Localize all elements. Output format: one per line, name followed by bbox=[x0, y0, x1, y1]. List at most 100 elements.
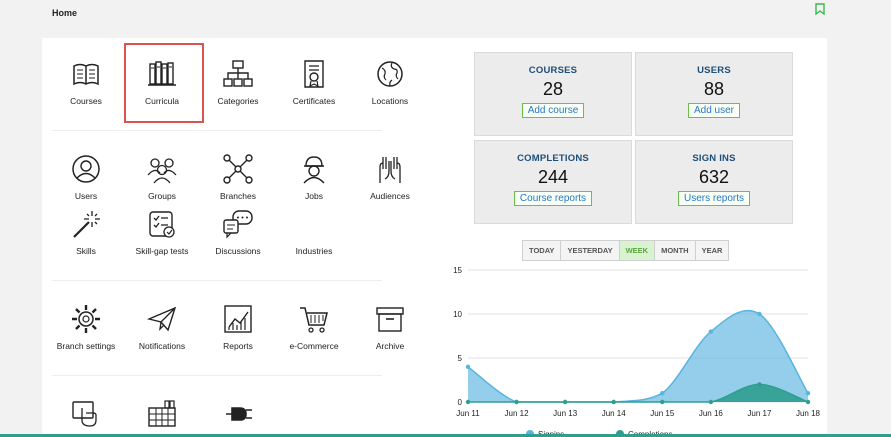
tile-reports[interactable]: Reports bbox=[198, 303, 278, 351]
tile-label: Notifications bbox=[138, 341, 186, 351]
data-point bbox=[757, 311, 762, 317]
tile-jobs[interactable]: Jobs bbox=[274, 153, 354, 201]
divider bbox=[52, 375, 382, 376]
stat-value: 632 bbox=[698, 167, 730, 187]
tile-label: Groups bbox=[148, 191, 176, 201]
users-reports-button[interactable]: Users reports bbox=[677, 191, 750, 206]
data-point bbox=[805, 399, 811, 405]
plug-icon bbox=[226, 407, 252, 421]
top-bar: Home bbox=[0, 0, 891, 30]
x-tick-label: Jun 17 bbox=[747, 409, 772, 418]
data-point bbox=[514, 399, 519, 405]
certificate-icon bbox=[304, 60, 324, 88]
tile-courses[interactable]: Courses bbox=[46, 58, 126, 106]
tile-branch-settings[interactable]: Branch settings bbox=[46, 303, 126, 351]
tile-e-commerce[interactable]: e-Commerce bbox=[274, 303, 354, 351]
tile-item-21[interactable] bbox=[198, 398, 278, 430]
tile-label: Users bbox=[74, 191, 98, 201]
stat-value: 28 bbox=[542, 79, 564, 99]
globe-icon bbox=[377, 61, 403, 87]
tile-label: Audiences bbox=[370, 191, 410, 201]
tile-item-19[interactable] bbox=[46, 398, 126, 430]
tile-categories[interactable]: Categories bbox=[198, 58, 278, 106]
tile-industries[interactable]: Industries bbox=[274, 208, 354, 256]
tile-label: Branch settings bbox=[56, 341, 116, 351]
stat-title: COURSES bbox=[528, 65, 578, 76]
x-tick-label: Jun 12 bbox=[505, 409, 530, 418]
stat-title: USERS bbox=[697, 65, 731, 76]
tile-skill-gap-tests[interactable]: Skill-gap tests bbox=[122, 208, 202, 256]
y-tick-label: 10 bbox=[453, 310, 462, 319]
x-tick-label: Jun 15 bbox=[650, 409, 675, 418]
tile-discussions[interactable]: Discussions bbox=[198, 208, 278, 256]
tile-skills[interactable]: Skills bbox=[46, 208, 126, 256]
data-point bbox=[708, 329, 714, 334]
group-icon bbox=[147, 158, 177, 184]
tile-archive[interactable]: Archive bbox=[350, 303, 430, 351]
worker-icon bbox=[303, 156, 325, 184]
tile-curricula[interactable]: Curricula bbox=[122, 58, 202, 106]
stat-value: 244 bbox=[537, 167, 569, 187]
tile-label: Branches bbox=[220, 191, 256, 201]
calendar-icon bbox=[148, 400, 176, 427]
add-user-button[interactable]: Add user bbox=[687, 103, 741, 118]
x-tick-label: Jun 13 bbox=[553, 409, 578, 418]
data-point bbox=[465, 399, 471, 405]
raised-hands-icon bbox=[379, 157, 401, 183]
hierarchy-icon bbox=[223, 60, 253, 87]
range-year[interactable]: YEAR bbox=[701, 246, 723, 255]
range-yesterday[interactable]: YESTERDAY bbox=[561, 241, 620, 260]
user-icon bbox=[72, 155, 100, 183]
add-course-button[interactable]: Add course bbox=[521, 103, 585, 118]
data-point bbox=[708, 399, 714, 405]
books-shelf-icon bbox=[148, 61, 176, 86]
stat-value: 88 bbox=[703, 79, 725, 99]
stat-card-completions: COMPLETIONS 244 Course reports bbox=[474, 140, 632, 224]
tile-label: Reports bbox=[223, 341, 253, 351]
legend-label: Completions bbox=[628, 430, 672, 437]
range-today[interactable]: TODAY bbox=[523, 241, 562, 260]
course-reports-button[interactable]: Course reports bbox=[513, 191, 593, 206]
series-area-signins bbox=[468, 310, 808, 402]
archive-box-icon bbox=[376, 307, 404, 332]
paper-plane-icon bbox=[146, 306, 177, 332]
cart-icon bbox=[300, 307, 328, 333]
y-tick-label: 15 bbox=[453, 266, 462, 275]
tile-certificates[interactable]: Certificates bbox=[274, 58, 354, 106]
tile-notifications[interactable]: Notifications bbox=[122, 303, 202, 351]
range-week[interactable]: WEEK bbox=[619, 241, 656, 260]
highlight-box bbox=[124, 43, 204, 123]
tile-label: Archive bbox=[375, 341, 405, 351]
tile-groups[interactable]: Groups bbox=[122, 153, 202, 201]
tile-audiences[interactable]: Audiences bbox=[350, 153, 430, 201]
tile-label: Categories bbox=[217, 96, 259, 106]
tile-label: Discussions bbox=[215, 246, 261, 256]
tile-label: Skills bbox=[76, 246, 96, 256]
tile-users[interactable]: Users bbox=[46, 153, 126, 201]
data-point bbox=[660, 399, 665, 405]
stat-card-users: USERS 88 Add user bbox=[635, 52, 793, 136]
divider bbox=[52, 280, 382, 281]
data-point bbox=[562, 399, 568, 405]
page-title: Home bbox=[52, 8, 78, 18]
data-point bbox=[660, 391, 665, 396]
tile-item-20[interactable] bbox=[122, 398, 202, 430]
stat-card-courses: COURSES 28 Add course bbox=[474, 52, 632, 136]
checklist-icon bbox=[149, 211, 175, 238]
range-month[interactable]: MONTH bbox=[655, 241, 696, 260]
tile-label: Curricula bbox=[144, 96, 179, 106]
tile-label: Courses bbox=[70, 96, 102, 106]
tile-branches[interactable]: Branches bbox=[198, 153, 278, 201]
bookmark-icon[interactable] bbox=[814, 3, 826, 15]
x-tick-label: Jun 18 bbox=[796, 409, 820, 418]
touch-icon bbox=[72, 401, 97, 427]
magic-wand-icon bbox=[73, 211, 100, 238]
tile-label: e-Commerce bbox=[289, 341, 339, 351]
y-tick-label: 5 bbox=[458, 354, 463, 363]
tile-locations[interactable]: Locations bbox=[350, 58, 430, 106]
tile-label: Locations bbox=[371, 96, 409, 106]
tile-label: Industries bbox=[295, 246, 333, 256]
data-point bbox=[757, 382, 762, 387]
data-point bbox=[805, 391, 811, 396]
branches-icon bbox=[223, 154, 253, 184]
